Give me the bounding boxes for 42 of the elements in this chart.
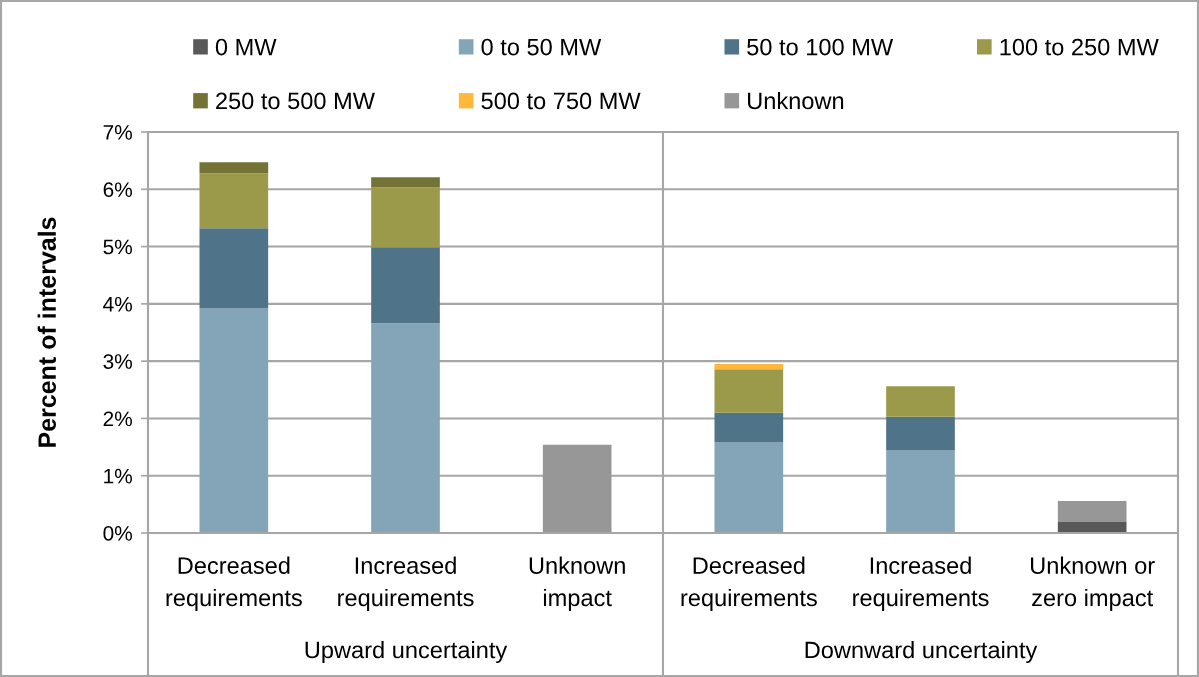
y-tick-label: 3% (103, 354, 132, 369)
x-tick-label: Decreased requirements (681, 556, 817, 611)
bar (886, 416, 955, 451)
bar (371, 323, 440, 533)
bar (199, 308, 269, 533)
legend-label: 0 to 50 MW (481, 38, 602, 56)
bar (886, 450, 955, 533)
y-axis-title: Percent of intervals (37, 217, 56, 447)
bar (714, 364, 784, 370)
y-tick-label: 0% (103, 526, 132, 541)
x-tick-label: Increased requirements (853, 556, 989, 611)
bar (371, 187, 440, 248)
legend-label: 500 to 750 MW (481, 92, 641, 110)
y-tick-label: 4% (103, 296, 132, 312)
bar (714, 369, 784, 413)
text: Upward uncertainty (305, 640, 508, 663)
y-tick-label: 7% (103, 125, 132, 140)
bar (199, 162, 269, 174)
x-tick-label: Unknown impact (529, 556, 625, 611)
bar (199, 228, 269, 309)
bar (371, 247, 440, 324)
bar (1057, 522, 1127, 533)
bar (199, 173, 269, 229)
y-tick-label: 5% (103, 239, 132, 255)
bar (714, 442, 784, 533)
y-tick-label: 1% (104, 468, 132, 484)
bar (542, 444, 612, 533)
bar (714, 412, 784, 443)
bar (371, 177, 440, 188)
legend-label: Unknown (748, 91, 844, 110)
x-tick-label: Decreased requirements (166, 556, 302, 611)
y-tick-label: 2% (103, 411, 132, 427)
legend-label: 250 to 500 MW (216, 92, 375, 110)
text: Downward uncertainty (805, 640, 1038, 663)
legend-label: 100 to 250 MW (1000, 38, 1159, 56)
x-tick-label: Increased requirements (338, 556, 474, 611)
bar (886, 386, 955, 417)
bar (1057, 500, 1127, 523)
legend-label: 0 MW (215, 38, 277, 56)
y-tick-label: 6% (103, 182, 132, 198)
legend-label: 50 to 100 MW (747, 38, 894, 56)
x-tick-label: Unknown or zero impact (1031, 556, 1155, 611)
